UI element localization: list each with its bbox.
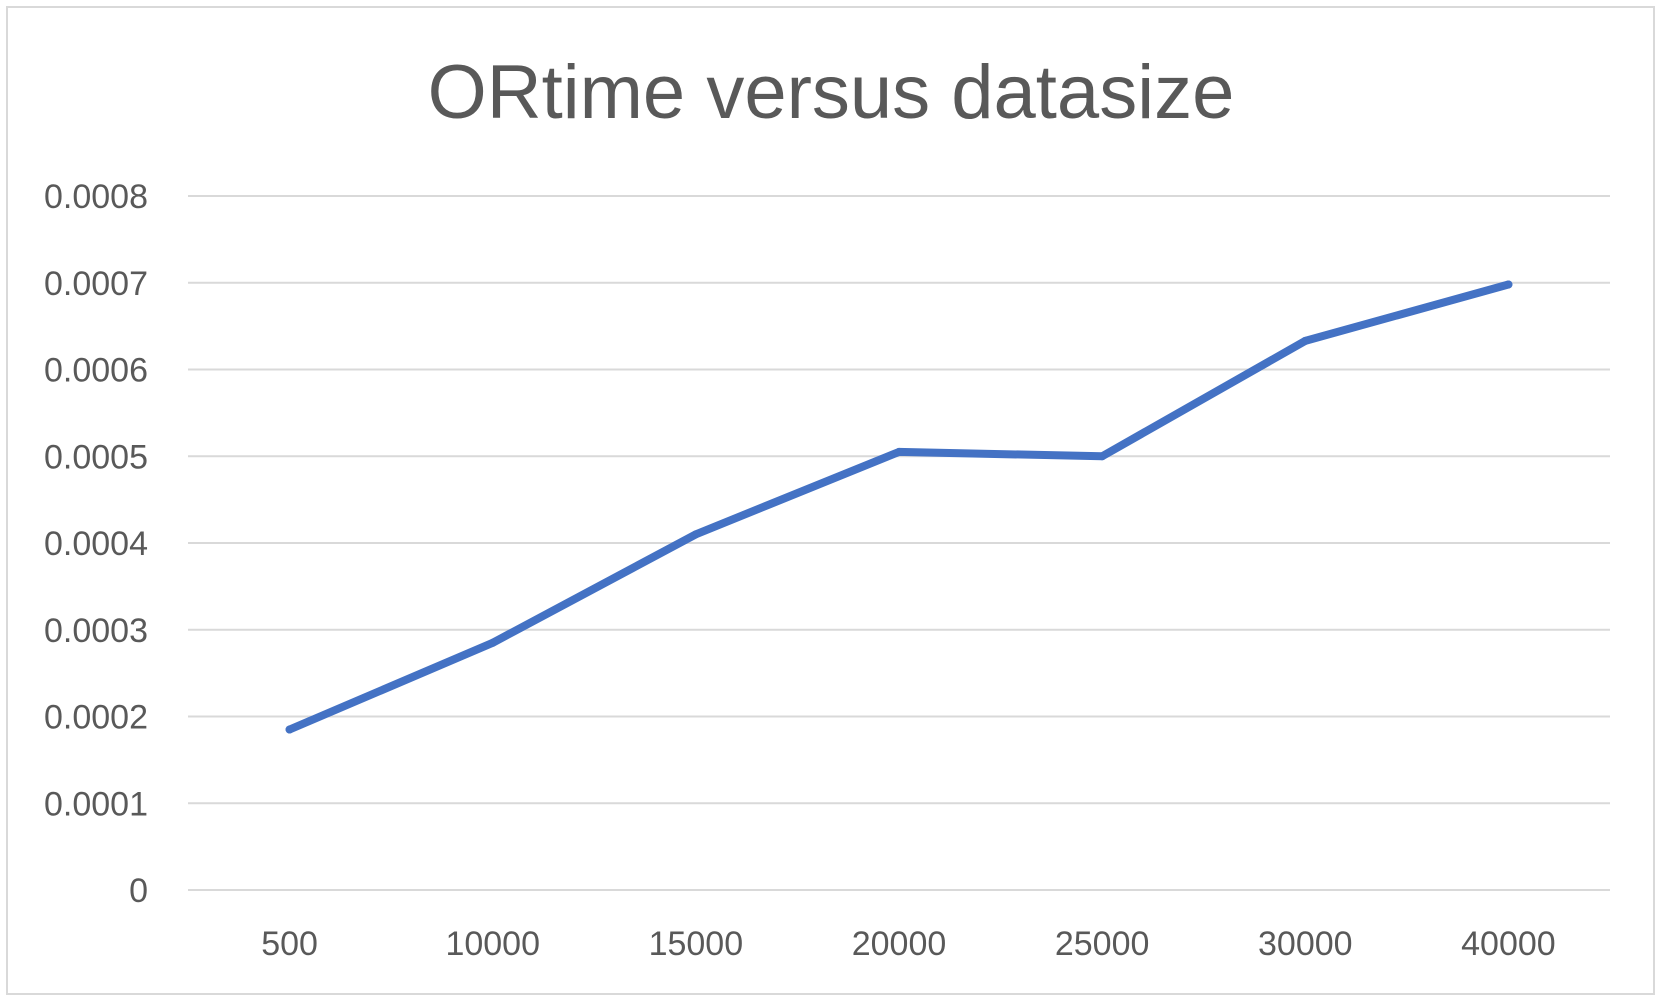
data-point (1301, 336, 1310, 345)
x-tick-label: 40000 (1461, 925, 1556, 963)
x-tick-label: 30000 (1258, 925, 1353, 963)
y-tick-label: 0 (129, 872, 148, 910)
series-group (285, 280, 1513, 734)
data-point (285, 725, 294, 734)
y-tick-label: 0.0003 (44, 612, 148, 650)
data-point (1504, 280, 1513, 289)
y-tick-label: 0.0002 (44, 699, 148, 737)
x-tick-label: 25000 (1055, 925, 1150, 963)
data-point (895, 447, 903, 456)
data-point (488, 638, 497, 647)
gridlines (188, 195, 1610, 891)
chart-frame (6, 6, 1655, 995)
x-tick-label: 20000 (852, 925, 947, 963)
y-tick-label: 0.0006 (44, 352, 148, 390)
y-tick-label: 0.0005 (44, 438, 148, 476)
x-tick-label: 10000 (445, 925, 540, 963)
chart-title: ORtime versus datasize (428, 50, 1235, 135)
y-axis-ticks: 0 0.0001 0.0002 0.0003 0.0004 0.0005 0.0006 0.0… (44, 178, 148, 910)
x-tick-label: 15000 (649, 925, 744, 963)
y-tick-label: 0.0001 (44, 785, 148, 823)
y-tick-label: 0.0007 (44, 265, 148, 303)
x-axis-ticks: 500 10000 15000 20000 25000 30000 40000 (261, 925, 1555, 963)
y-tick-label: 0.0004 (44, 525, 148, 563)
series-line (285, 280, 1513, 734)
data-point (1098, 452, 1107, 461)
x-tick-label: 500 (261, 925, 318, 963)
data-point (691, 530, 700, 539)
y-tick-label: 0.0008 (44, 178, 148, 216)
